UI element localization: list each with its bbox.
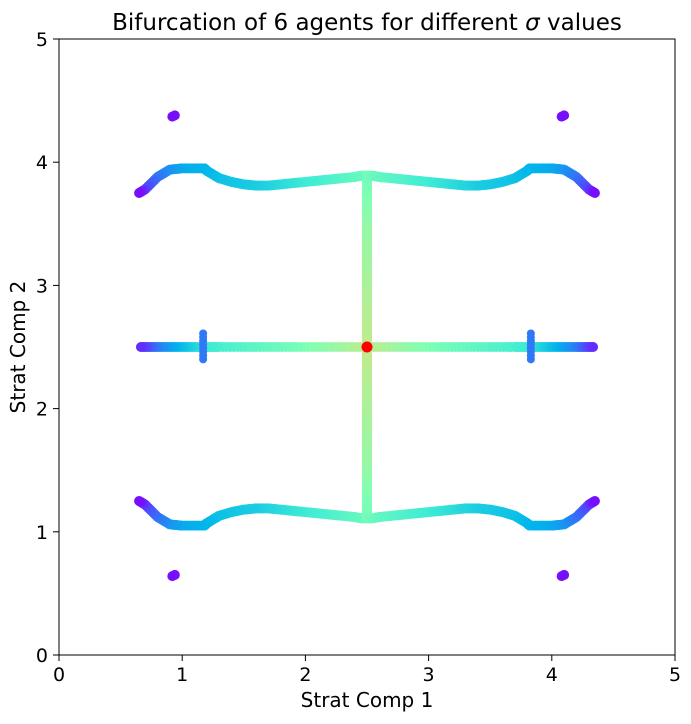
chart-title-suffix: values [540, 10, 622, 36]
data-point [589, 188, 600, 198]
plot-frame [58, 38, 676, 656]
chart-title-symbol: σ [525, 10, 541, 36]
data-point [134, 496, 145, 506]
chart-title: Bifurcation of 6 agents for different σ … [112, 10, 622, 36]
y-tick-label: 0 [36, 645, 48, 667]
data-point [526, 329, 535, 338]
x-tick-label: 0 [53, 664, 65, 686]
chart-title-text: Bifurcation of 6 agents for different [112, 10, 525, 36]
x-tick-label: 3 [423, 664, 435, 686]
x-tick-label: 4 [546, 664, 558, 686]
data-point [134, 188, 145, 198]
plot-marks [134, 110, 600, 582]
data-point [559, 110, 570, 121]
x-axis: 0 1 2 3 4 5 [53, 655, 681, 686]
y-axis: 0 1 2 3 4 5 [36, 29, 59, 667]
data-point [588, 342, 599, 352]
y-axis-label: Strat Comp 2 [6, 281, 30, 414]
y-tick-label: 4 [36, 152, 48, 174]
highlight-point [361, 341, 373, 353]
y-tick-label: 1 [36, 522, 48, 544]
y-tick-label: 5 [36, 29, 48, 51]
x-tick-label: 5 [669, 664, 681, 686]
data-point [199, 329, 208, 338]
data-point [589, 496, 600, 506]
x-tick-label: 2 [299, 664, 311, 686]
y-tick-label: 3 [36, 275, 48, 297]
y-tick-label: 2 [36, 399, 48, 421]
data-point [169, 569, 180, 580]
data-point [169, 110, 180, 121]
data-point [559, 569, 570, 580]
x-tick-label: 1 [176, 664, 188, 686]
data-point [135, 342, 146, 352]
x-axis-label: Strat Comp 1 [301, 688, 434, 712]
